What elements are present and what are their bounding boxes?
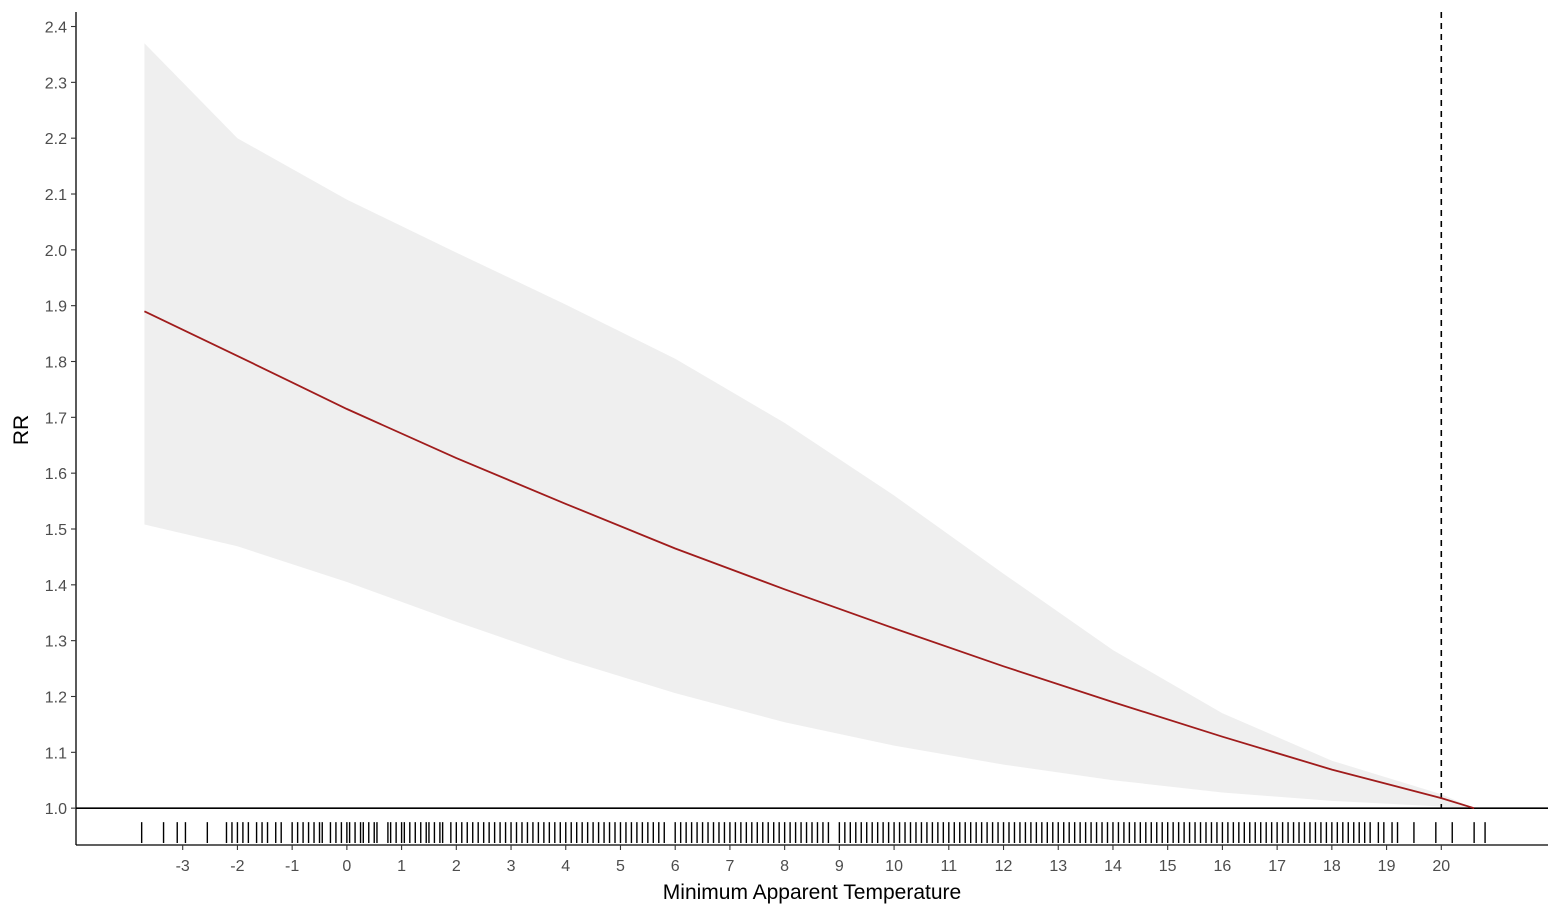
x-tick-label: 9 (835, 858, 844, 875)
x-axis-title: Minimum Apparent Temperature (663, 881, 961, 904)
x-tick-label: 8 (780, 858, 789, 875)
x-axis: -3 -2 -1 0 1 2 3 4 5 6 7 8 9 10 11 12 13 14 15 16 17 18 19 20 (76, 844, 1548, 875)
x-tick-label: 7 (725, 858, 734, 875)
x-tick-label: 18 (1323, 858, 1341, 875)
x-tick-label: 17 (1268, 858, 1286, 875)
rr-estimate-line (144, 310, 1475, 810)
x-tick-label: 6 (671, 858, 680, 875)
x-tick-label: -3 (176, 858, 190, 875)
x-tick-label: 13 (1049, 858, 1067, 875)
x-tick-label: 14 (1104, 858, 1122, 875)
y-tick-label: 2.3 (45, 75, 67, 92)
y-tick-label: 1.5 (45, 522, 67, 539)
x-tick-label: 16 (1214, 858, 1232, 875)
x-tick-label: 0 (342, 858, 351, 875)
y-tick-label: 2.0 (45, 243, 67, 260)
y-tick-label: 2.4 (45, 20, 67, 37)
confidence-band (144, 43, 1475, 809)
y-tick-label: 1.9 (45, 299, 67, 316)
y-tick-label: 1.2 (45, 689, 67, 706)
x-tick-label: 19 (1378, 858, 1396, 875)
x-tick-label: 10 (885, 858, 903, 875)
rug-marks (140, 822, 1486, 843)
x-tick-label: 2 (452, 858, 461, 875)
x-tick-label: 4 (561, 858, 570, 875)
x-tick-label: 12 (995, 858, 1013, 875)
y-tick-label: 1.3 (45, 634, 67, 651)
x-tick-label: 20 (1432, 858, 1450, 875)
plot-panel (76, 12, 1548, 843)
x-tick-label: -1 (285, 858, 299, 875)
x-tick-label: 11 (940, 858, 957, 875)
y-tick-label: 2.2 (45, 131, 67, 148)
y-tick-label: 1.4 (45, 578, 67, 595)
x-tick-label: 1 (397, 858, 406, 875)
y-tick-label: 1.0 (45, 801, 67, 818)
y-axis-title: RR (10, 415, 33, 445)
x-tick-label: -2 (230, 858, 244, 875)
x-tick-label: 5 (616, 858, 625, 875)
y-axis: 1.0 1.1 1.2 1.3 1.4 1.5 1.6 1.7 1.8 1.9 2.0 2.1 2.2 2… (45, 12, 77, 845)
y-tick-label: 1.8 (45, 355, 67, 372)
y-tick-label: 1.7 (45, 410, 67, 427)
y-tick-label: 2.1 (45, 187, 67, 204)
y-tick-label: 1.6 (45, 466, 67, 483)
y-tick-label: 1.1 (45, 745, 67, 762)
x-tick-label: 15 (1159, 858, 1177, 875)
x-tick-label: 3 (507, 858, 516, 875)
